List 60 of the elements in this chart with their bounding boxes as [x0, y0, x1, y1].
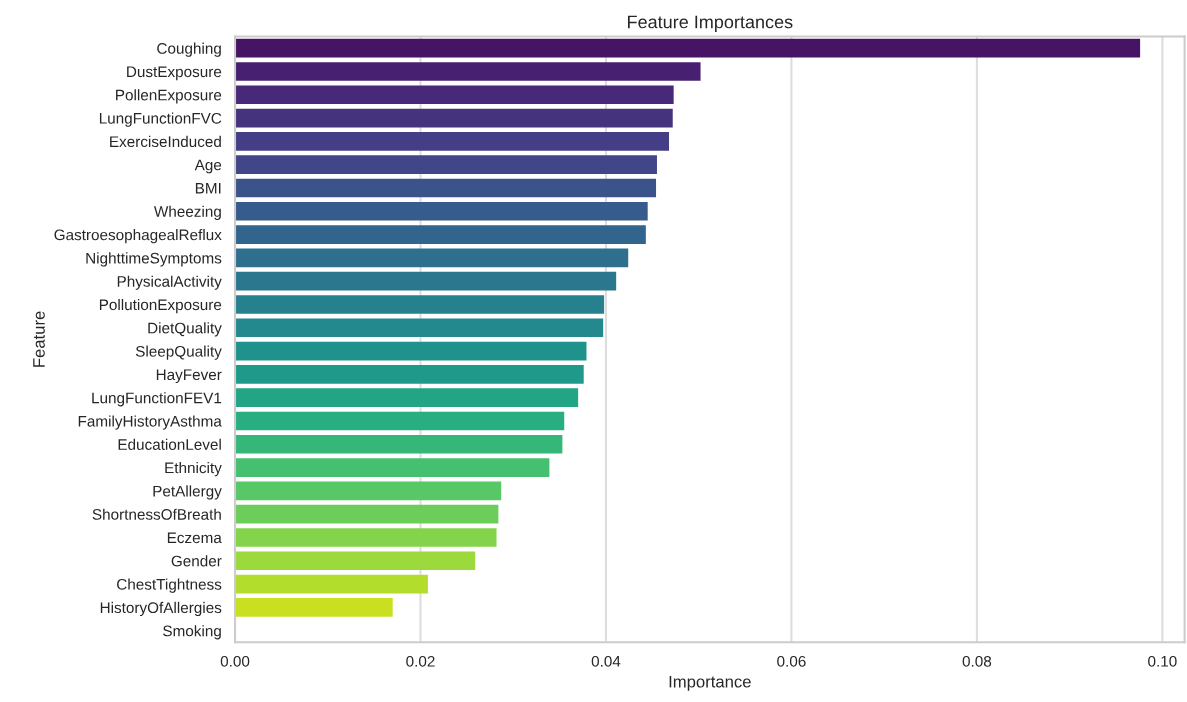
y-tick-label: PetAllergy [153, 485, 222, 500]
x-tick-label: 0.02 [406, 655, 435, 667]
y-axis-title: Feature [33, 311, 45, 367]
bar [235, 318, 604, 338]
y-tick-label: FamilyHistoryAsthma [78, 415, 222, 430]
bar [235, 528, 497, 547]
bar [235, 85, 674, 105]
y-tick-label: DietQuality [148, 322, 222, 337]
y-tick-label: PhysicalActivity [117, 275, 222, 290]
y-tick-label: Wheezing [153, 205, 221, 220]
bar [235, 411, 565, 431]
x-tick-label: 0.10 [1148, 655, 1177, 667]
x-tick-label: 0.04 [591, 655, 621, 667]
y-tick-label: SleepQuality [135, 345, 222, 360]
x-axis-title: Importance [669, 675, 751, 691]
y-tick-label: HayFever [156, 369, 222, 384]
y-tick-label: ExerciseInduced [110, 135, 221, 148]
y-tick-label: Coughing [157, 42, 221, 57]
bar [235, 458, 550, 477]
bar [235, 155, 657, 174]
bar [235, 225, 646, 244]
y-tick-label: BMI [195, 182, 221, 194]
bar [235, 201, 648, 221]
bar [235, 504, 499, 524]
x-tick-label: 0.08 [962, 655, 992, 667]
bar [235, 481, 502, 501]
bar [235, 365, 584, 384]
bar [235, 178, 657, 198]
y-tick-label: Ethnicity [165, 462, 222, 477]
y-tick-label: ShortnessOfBreath [92, 508, 221, 520]
y-tick-label: GastroesophagealReflux [54, 229, 222, 244]
y-tick-label: EducationLevel [118, 438, 221, 450]
y-tick-label: Gender [171, 555, 222, 567]
bar [235, 248, 629, 268]
y-tick-label: LungFunctionFEV1 [92, 392, 222, 407]
chart-title: Feature Importances [628, 15, 793, 32]
bar [235, 271, 617, 291]
y-tick-label: Smoking [163, 625, 221, 640]
bar [235, 388, 579, 407]
y-tick-label: NighttimeSymptoms [86, 252, 222, 267]
bar [235, 341, 587, 361]
y-tick-label: HistoryOfAllergies [100, 601, 222, 617]
bar [235, 62, 701, 81]
bar [235, 574, 428, 594]
y-tick-label: Eczema [167, 532, 222, 544]
bar [235, 108, 673, 128]
y-tick-label: PollutionExposure [99, 298, 222, 314]
bar [235, 38, 1141, 58]
y-tick-label: ChestTightness [117, 578, 222, 593]
bar [235, 295, 605, 314]
x-tick-label: 0.00 [220, 655, 250, 667]
y-tick-label: DustExposure [127, 66, 222, 81]
bar [235, 132, 670, 151]
bar [235, 551, 476, 571]
x-tick-label: 0.06 [777, 655, 806, 667]
bar [235, 598, 393, 617]
bar [235, 434, 563, 454]
y-tick-label: LungFunctionFVC [99, 112, 222, 127]
y-tick-label: Age [194, 159, 222, 174]
y-tick-label: PollenExposure [116, 89, 222, 104]
